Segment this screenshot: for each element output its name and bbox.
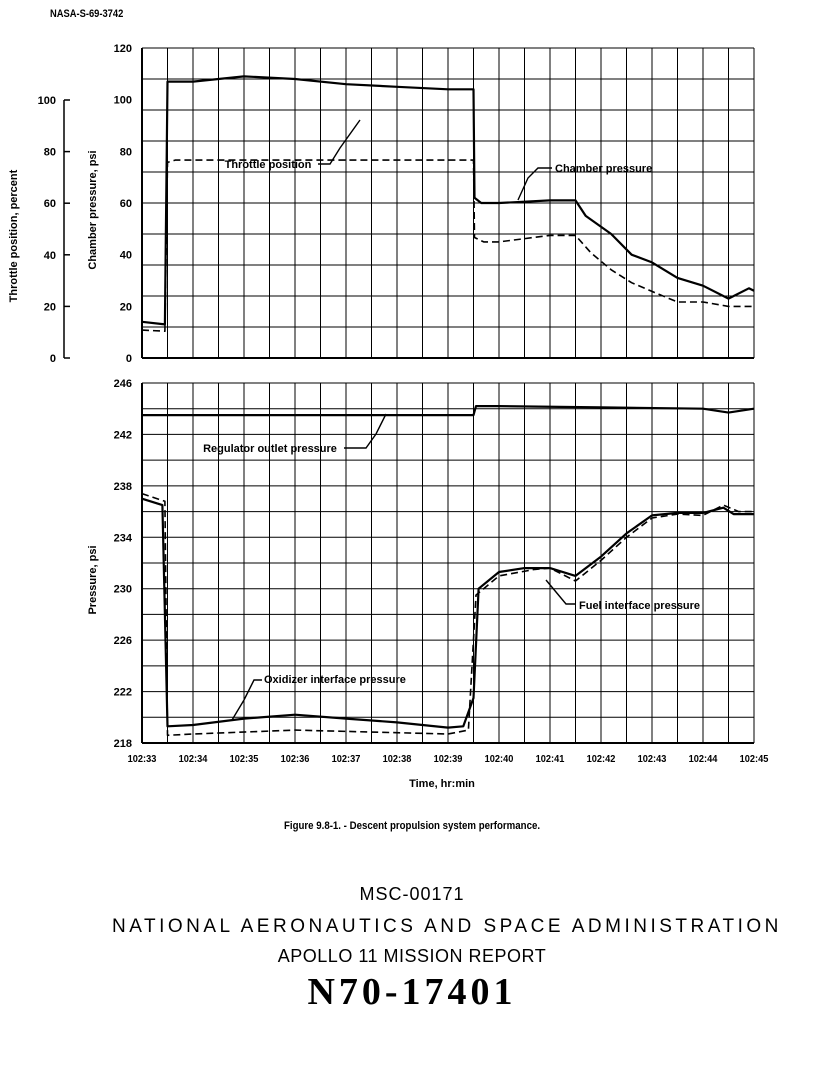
bottom-chart-xtick-label: 102:37 — [332, 754, 361, 766]
chamber-pressure-label: Chamber pressure — [555, 163, 652, 175]
report-title: APOLLO 11 MISSION REPORT — [277, 946, 547, 966]
fuel-interface-pressure-leader — [545, 579, 576, 605]
bottom-chart-xtick-label: 102:44 — [689, 754, 718, 766]
top-chart-ytick-label: 0 — [126, 353, 132, 365]
bottom-chart-xtick-label: 102:41 — [536, 754, 565, 766]
throttle-ytick-label: 40 — [44, 250, 56, 262]
top-chart-ytick-label: 100 — [114, 95, 132, 107]
bottom-chart-x-axis-title: Time, hr:min — [409, 778, 475, 790]
throttle-ytick-label: 80 — [44, 147, 56, 159]
bottom-chart-xtick-label: 102:45 — [740, 754, 769, 766]
bottom-chart-xtick-label: 102:42 — [587, 754, 616, 766]
bottom-chart-ytick-label: 222 — [114, 687, 132, 699]
bottom-chart-xtick-label: 102:35 — [230, 754, 259, 766]
throttle-ytick-label: 0 — [50, 353, 56, 365]
throttle-ytick-label: 20 — [44, 301, 56, 313]
top-chart-ytick-label: 60 — [120, 198, 132, 210]
pressure-axis-title: Pressure, psi — [87, 545, 99, 614]
throttle-axis-title: Throttle position, percent — [8, 169, 20, 302]
bottom-chart-ytick-label: 230 — [114, 584, 132, 596]
figure-caption: Figure 9.8-1. - Descent propulsion syste… — [283, 820, 541, 832]
bottom-chart-ytick-label: 226 — [114, 635, 132, 647]
bottom-chart-xtick-label: 102:34 — [179, 754, 208, 766]
throttle-ytick-label: 60 — [44, 198, 56, 210]
regulator-outlet-pressure-series-line — [142, 405, 755, 417]
document-id: NASA-S-69-3742 — [50, 8, 124, 20]
fuel-interface-pressure-series-line — [141, 492, 754, 737]
bottom-chart-xtick-label: 102:40 — [485, 754, 514, 766]
report-number: MSC-00171 — [359, 884, 465, 904]
bottom-chart-xtick-label: 102:39 — [434, 754, 463, 766]
regulator-outlet-pressure-label: Regulator outlet pressure — [203, 443, 337, 455]
chamber-pressure-series-line — [141, 75, 755, 326]
throttle-series-line — [141, 159, 754, 333]
oxidizer-interface-pressure-leader — [231, 679, 262, 721]
bottom-chart-ytick-label: 234 — [114, 532, 133, 544]
bottom-chart-xtick-label: 102:38 — [383, 754, 412, 766]
bottom-chart-ytick-label: 246 — [114, 378, 132, 390]
bottom-chart-xtick-label: 102:33 — [128, 754, 157, 766]
chamber-axis-title: Chamber pressure, psi — [87, 150, 99, 269]
top-chart-ytick-label: 40 — [120, 250, 132, 262]
top-chart-ytick-label: 20 — [120, 301, 132, 313]
top-chart-ytick-label: 120 — [114, 43, 132, 55]
bottom-chart-xtick-label: 102:36 — [281, 754, 310, 766]
bottom-chart-xtick-label: 102:43 — [638, 754, 667, 766]
bottom-chart-ytick-label: 242 — [114, 429, 132, 441]
throttle-position-label: Throttle position — [225, 159, 312, 171]
bottom-chart-ytick-label: 218 — [114, 738, 132, 750]
regulator-outlet-pressure-leader — [344, 413, 387, 449]
chamber-pressure-leader — [517, 167, 552, 201]
throttle-position-leader — [318, 119, 361, 165]
accession-number: N70-17401 — [307, 971, 517, 1013]
oxidizer-interface-pressure-series-line — [141, 497, 754, 729]
agency-name: NATIONAL AERONAUTICS AND SPACE ADMINISTR… — [112, 916, 782, 937]
bottom-chart-ytick-label: 238 — [114, 481, 132, 493]
top-chart-ytick-label: 80 — [120, 146, 132, 158]
oxidizer-interface-pressure-label: Oxidizer interface pressure — [264, 674, 406, 686]
fuel-interface-pressure-label: Fuel interface pressure — [579, 600, 700, 612]
chart-svg: 0 20 40 60 80 100 120 0 20 40 60 80 100 Throttle posi… — [8, 43, 769, 790]
throttle-ytick-label: 100 — [38, 95, 56, 107]
